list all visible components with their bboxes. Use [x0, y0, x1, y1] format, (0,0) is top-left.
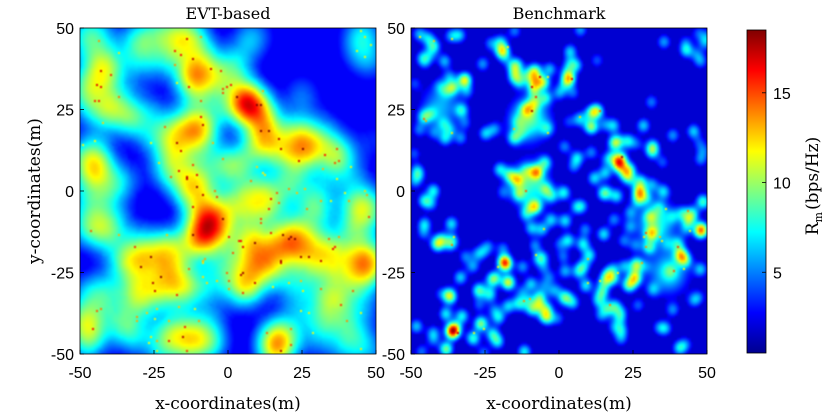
y-tick-label: -25 [51, 266, 74, 283]
colorbar-tick-label: 10 [773, 176, 791, 193]
panel-benchmark: Benchmark -50 -25 0 25 50 -50 -25 0 25 50 x-coor… [382, 4, 716, 414]
x-tick-label: 0 [224, 365, 233, 382]
panel-title-benchmark: Benchmark [513, 4, 606, 23]
colorbar-ticks: 5 10 15 [762, 86, 791, 282]
x-tick-label: -25 [142, 365, 165, 382]
y-tick-label: 50 [56, 21, 74, 38]
x-tick-label: -25 [473, 365, 496, 382]
colorbar-tick-label: 5 [773, 265, 782, 282]
y-tick-label: 0 [396, 184, 405, 201]
y-tick-label: -50 [51, 347, 74, 364]
heatmap-benchmark [411, 28, 707, 354]
x-axis-label-benchmark: x-coordinates(m) [486, 394, 632, 414]
x-ticks-evt-based: -50 -25 0 25 50 [68, 350, 385, 382]
colorbar-label-units: (bps/Hz) [803, 137, 823, 210]
heatmap-evt-based [80, 28, 376, 354]
x-tick-label: 0 [555, 365, 564, 382]
y-tick-label: 25 [56, 103, 74, 120]
colorbar: 5 10 15 Rm(bps/Hz) [746, 29, 825, 354]
colorbar-label-sub: m [812, 211, 825, 222]
colorbar-tick-label: 15 [773, 86, 791, 103]
x-tick-label: 25 [293, 365, 311, 382]
panel-evt-based: EVT-based -50 -25 0 25 50 -50 -25 0 25 50 x-coor… [25, 4, 385, 414]
x-tick-label: 25 [624, 365, 642, 382]
y-tick-label: -25 [382, 266, 405, 283]
colorbar-label: Rm(bps/Hz) [803, 137, 825, 236]
x-tick-label: -50 [68, 365, 91, 382]
y-ticks-benchmark: -50 -25 0 25 50 [382, 21, 415, 364]
y-ticks-evt-based: -50 -25 0 25 50 [51, 21, 84, 364]
x-ticks-benchmark: -50 -25 0 25 50 [399, 350, 716, 382]
y-axis-label: y-coordinates(m) [25, 118, 45, 265]
y-tick-label: 0 [65, 184, 74, 201]
x-tick-label: 50 [698, 365, 716, 382]
colorbar-label-main: R [803, 221, 823, 235]
colorbar-gradient [746, 29, 767, 354]
y-tick-label: 25 [387, 103, 405, 120]
panel-title-evt-based: EVT-based [186, 4, 271, 23]
y-tick-label: 50 [387, 21, 405, 38]
x-tick-label: -50 [399, 365, 422, 382]
x-axis-label-evt-based: x-coordinates(m) [155, 394, 301, 414]
x-tick-label: 50 [367, 365, 385, 382]
y-tick-label: -50 [382, 347, 405, 364]
